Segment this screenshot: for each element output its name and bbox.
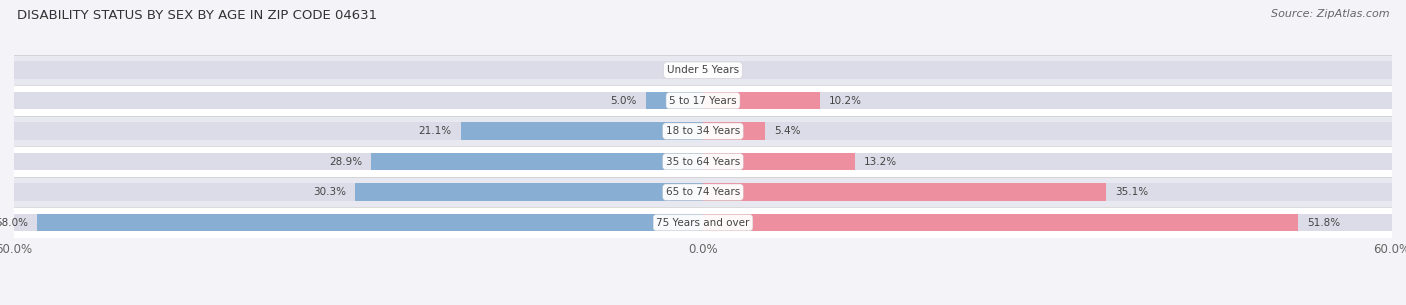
Text: 21.1%: 21.1% bbox=[419, 126, 451, 136]
Text: 65 to 74 Years: 65 to 74 Years bbox=[666, 187, 740, 197]
Bar bbox=[14, 214, 703, 231]
Text: 13.2%: 13.2% bbox=[863, 157, 897, 167]
Bar bbox=[645, 92, 703, 109]
Text: Source: ZipAtlas.com: Source: ZipAtlas.com bbox=[1271, 9, 1389, 19]
Bar bbox=[703, 92, 820, 109]
Text: 30.3%: 30.3% bbox=[314, 187, 346, 197]
Bar bbox=[14, 61, 703, 79]
Text: 51.8%: 51.8% bbox=[1308, 218, 1340, 228]
Text: 58.0%: 58.0% bbox=[0, 218, 28, 228]
Bar bbox=[703, 153, 855, 170]
Text: 5 to 17 Years: 5 to 17 Years bbox=[669, 96, 737, 106]
Bar bbox=[14, 146, 1392, 177]
Bar bbox=[14, 207, 1392, 238]
Bar bbox=[14, 153, 703, 170]
Bar bbox=[703, 153, 1392, 170]
Bar bbox=[371, 153, 703, 170]
Bar bbox=[14, 55, 1392, 85]
Bar bbox=[703, 214, 1298, 231]
Text: 0.0%: 0.0% bbox=[668, 65, 693, 75]
Bar bbox=[14, 183, 703, 201]
Text: 18 to 34 Years: 18 to 34 Years bbox=[666, 126, 740, 136]
Bar bbox=[703, 61, 1392, 79]
Text: DISABILITY STATUS BY SEX BY AGE IN ZIP CODE 04631: DISABILITY STATUS BY SEX BY AGE IN ZIP C… bbox=[17, 9, 377, 22]
Bar bbox=[703, 183, 1392, 201]
Text: 35 to 64 Years: 35 to 64 Years bbox=[666, 157, 740, 167]
Text: 5.4%: 5.4% bbox=[775, 126, 800, 136]
Text: 28.9%: 28.9% bbox=[329, 157, 361, 167]
Text: 10.2%: 10.2% bbox=[830, 96, 862, 106]
Bar bbox=[703, 214, 1392, 231]
Bar bbox=[461, 122, 703, 140]
Bar bbox=[14, 85, 1392, 116]
Text: 75 Years and over: 75 Years and over bbox=[657, 218, 749, 228]
Bar bbox=[703, 122, 1392, 140]
Bar bbox=[37, 214, 703, 231]
Bar bbox=[14, 116, 1392, 146]
Bar bbox=[703, 122, 765, 140]
Bar bbox=[703, 92, 1392, 109]
Bar bbox=[356, 183, 703, 201]
Text: 0.0%: 0.0% bbox=[713, 65, 738, 75]
Bar bbox=[703, 183, 1107, 201]
Text: 5.0%: 5.0% bbox=[610, 96, 637, 106]
Bar bbox=[14, 122, 703, 140]
Text: Under 5 Years: Under 5 Years bbox=[666, 65, 740, 75]
Bar bbox=[14, 92, 703, 109]
Bar bbox=[14, 177, 1392, 207]
Text: 35.1%: 35.1% bbox=[1115, 187, 1149, 197]
